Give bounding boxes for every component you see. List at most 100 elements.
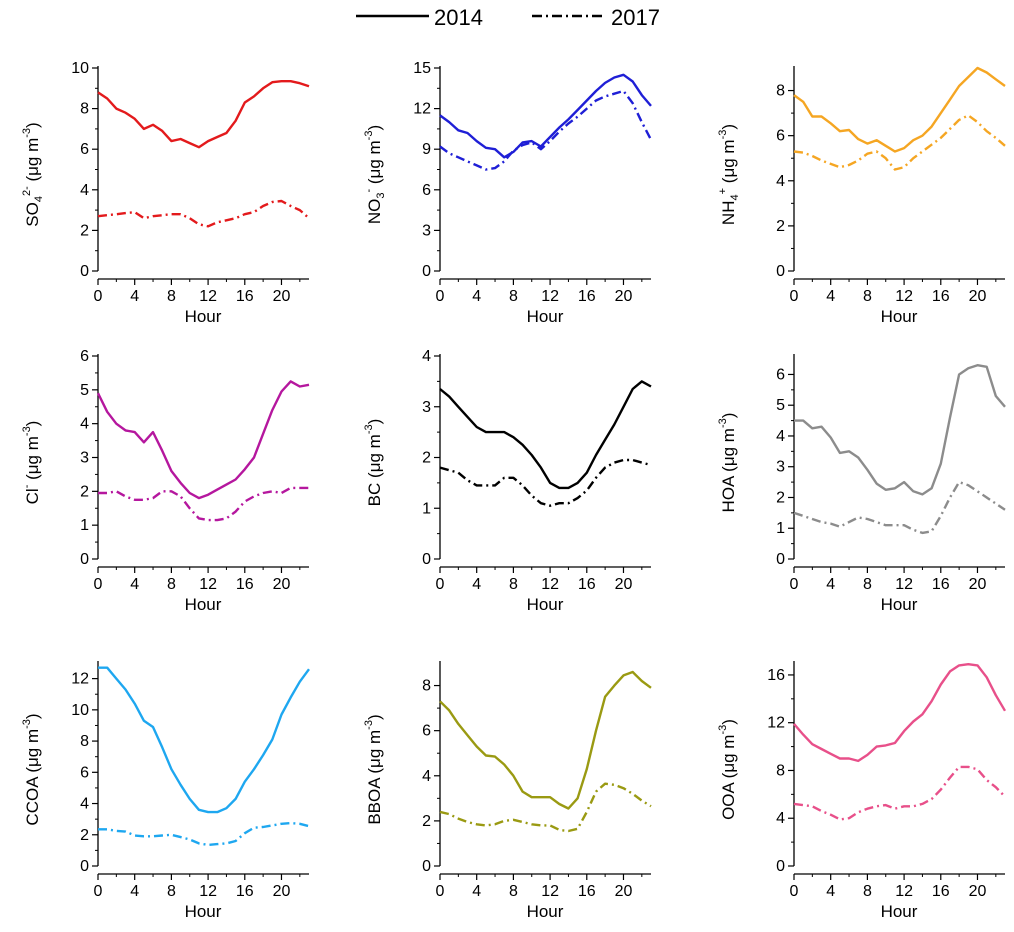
y-tick-label: 4: [422, 348, 431, 365]
y-tick-label: 0: [776, 551, 785, 568]
x-tick-label: 20: [969, 883, 987, 900]
x-tick-label: 12: [895, 576, 913, 593]
series-line-2014: [794, 364, 1006, 496]
y-tick-label: 0: [80, 263, 89, 280]
y-axis-label: HOA (μg m-3): [717, 413, 738, 513]
x-tick-label: 8: [863, 576, 872, 593]
y-tick-label: 4: [80, 182, 89, 199]
x-tick-label: 4: [130, 576, 139, 593]
y-axis-label: SO42- (μg m-3): [21, 122, 45, 226]
y-tick-label: 10: [71, 702, 89, 719]
y-tick-label: 4: [776, 173, 785, 190]
y-tick-label: 0: [80, 551, 89, 568]
y-tick-label: 5: [80, 382, 89, 399]
y-tick-label: 3: [776, 459, 785, 476]
panel-bboa: 0 2 4 6 8 0 4 8 12 16 20 Hour BBOA (μg m-3): [363, 661, 652, 921]
legend-label-2017: 2017: [611, 5, 660, 30]
legend: 2014 2017: [356, 5, 660, 30]
x-tick-label: 12: [541, 576, 559, 593]
x-tick-label: 8: [509, 288, 518, 305]
x-tick-label: 12: [541, 288, 559, 305]
x-axis-label: Hour: [881, 902, 918, 921]
x-tick-label: 0: [790, 288, 799, 305]
y-tick-label: 16: [767, 667, 785, 684]
y-axis-label: NO3- (μg m-3): [363, 125, 387, 224]
x-tick-label: 0: [790, 883, 799, 900]
x-tick-label: 8: [863, 883, 872, 900]
y-tick-label: 0: [422, 263, 431, 280]
x-tick-label: 4: [826, 883, 835, 900]
x-axis-label: Hour: [527, 902, 564, 921]
x-tick-label: 0: [436, 883, 445, 900]
x-tick-label: 20: [969, 288, 987, 305]
x-tick-label: 20: [273, 288, 291, 305]
y-tick-label: 2: [776, 218, 785, 235]
series-line-2017: [439, 89, 653, 171]
panel-ccoa: 0 2 4 6 8 10 12 0 4 8 12 16 20 Hour CCOA (μg m-3): [21, 661, 310, 921]
y-axis-label: NH4+ (μg m-3): [717, 124, 741, 225]
x-tick-label: 4: [472, 883, 481, 900]
y-tick-label: 6: [422, 182, 431, 199]
y-tick-label: 12: [71, 671, 89, 688]
y-tick-label: 8: [776, 762, 785, 779]
x-tick-label: 16: [932, 288, 950, 305]
y-tick-label: 0: [422, 858, 431, 875]
x-tick-label: 8: [167, 576, 176, 593]
y-tick-label: 1: [776, 520, 785, 537]
y-tick-label: 1: [422, 500, 431, 517]
y-axis-label: CCOA (μg m-3): [21, 713, 42, 825]
x-tick-label: 20: [615, 576, 633, 593]
x-tick-label: 16: [236, 576, 254, 593]
y-tick-label: 6: [80, 348, 89, 365]
x-tick-label: 0: [94, 288, 103, 305]
x-tick-label: 8: [509, 883, 518, 900]
x-tick-label: 4: [472, 288, 481, 305]
series-line-2014: [439, 380, 652, 490]
x-tick-label: 16: [578, 288, 596, 305]
series-line-2014: [96, 380, 310, 500]
y-tick-label: 4: [776, 810, 785, 827]
x-axis-label: Hour: [185, 307, 222, 326]
x-tick-label: 4: [826, 576, 835, 593]
x-tick-label: 20: [969, 576, 987, 593]
x-tick-label: 20: [273, 576, 291, 593]
y-tick-label: 8: [80, 733, 89, 750]
y-tick-label: 6: [776, 128, 785, 145]
y-tick-label: 0: [80, 858, 89, 875]
x-tick-label: 0: [790, 576, 799, 593]
x-tick-label: 12: [895, 883, 913, 900]
x-tick-label: 4: [472, 576, 481, 593]
series-line-2017: [793, 114, 1006, 171]
y-tick-label: 0: [776, 858, 785, 875]
legend-label-2014: 2014: [434, 5, 483, 30]
y-tick-label: 12: [413, 101, 431, 118]
series-line-2017: [439, 782, 652, 833]
x-axis-label: Hour: [881, 307, 918, 326]
x-tick-label: 20: [615, 883, 633, 900]
x-tick-label: 16: [578, 883, 596, 900]
series-line-2014: [439, 670, 652, 810]
y-tick-label: 12: [767, 715, 785, 732]
series-line-2014: [98, 666, 310, 814]
x-tick-label: 4: [130, 288, 139, 305]
series-line-2017: [439, 458, 652, 507]
y-axis-label: BC (μg m-3): [363, 419, 384, 507]
y-tick-label: 10: [71, 60, 89, 77]
x-tick-label: 20: [273, 883, 291, 900]
panel-ooa: 0 4 8 12 16 0 4 8 12 16 20 Hour OOA (μg m-3): [717, 661, 1007, 921]
x-tick-label: 8: [167, 288, 176, 305]
y-tick-label: 8: [422, 678, 431, 695]
x-tick-label: 8: [863, 288, 872, 305]
x-tick-label: 8: [167, 883, 176, 900]
panel-nh: 0 2 4 6 8 0 4 8 12 16 20 Hour NH4+ (μg m-3): [717, 66, 1006, 326]
x-tick-label: 12: [199, 576, 217, 593]
x-axis-label: Hour: [527, 595, 564, 614]
y-tick-label: 6: [776, 366, 785, 383]
x-tick-label: 0: [436, 288, 445, 305]
x-tick-label: 16: [236, 288, 254, 305]
y-tick-label: 9: [422, 141, 431, 158]
x-axis-label: Hour: [881, 595, 918, 614]
x-tick-label: 12: [199, 288, 217, 305]
y-tick-label: 4: [80, 416, 89, 433]
